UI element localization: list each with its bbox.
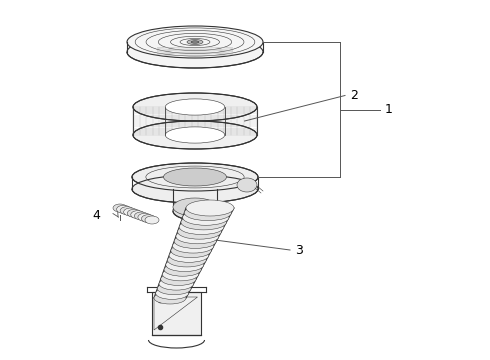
Text: 2: 2 [350,89,358,102]
Ellipse shape [191,41,199,43]
Ellipse shape [168,253,206,267]
Ellipse shape [131,211,145,219]
Ellipse shape [164,168,226,186]
Ellipse shape [186,200,234,216]
Ellipse shape [184,205,231,221]
Ellipse shape [157,282,191,295]
Ellipse shape [133,121,257,149]
Text: 3: 3 [295,243,303,256]
Ellipse shape [165,99,225,115]
Ellipse shape [132,163,258,191]
Ellipse shape [162,268,198,281]
Ellipse shape [177,224,221,239]
Ellipse shape [117,205,130,213]
Ellipse shape [127,36,263,68]
Ellipse shape [187,40,203,45]
Ellipse shape [173,202,217,220]
Ellipse shape [172,239,214,253]
Ellipse shape [113,204,127,212]
Ellipse shape [176,229,219,244]
Ellipse shape [142,215,155,223]
Ellipse shape [120,207,134,215]
Ellipse shape [132,175,258,203]
Text: 1: 1 [385,103,393,116]
Ellipse shape [166,258,204,271]
Ellipse shape [181,215,226,230]
Ellipse shape [174,234,216,248]
Ellipse shape [173,198,217,216]
Polygon shape [152,292,201,335]
Ellipse shape [161,273,196,285]
Ellipse shape [169,248,209,262]
Ellipse shape [183,210,229,225]
Ellipse shape [127,209,141,217]
Ellipse shape [123,208,138,216]
Ellipse shape [165,127,225,143]
Ellipse shape [134,212,148,220]
Ellipse shape [133,93,257,121]
Text: 4: 4 [92,208,100,221]
Ellipse shape [159,278,194,290]
Ellipse shape [179,219,224,234]
Ellipse shape [156,287,189,300]
Ellipse shape [127,26,263,58]
Ellipse shape [154,292,186,304]
Ellipse shape [138,213,152,221]
Ellipse shape [164,263,201,276]
Ellipse shape [171,244,211,258]
Ellipse shape [145,216,159,224]
Ellipse shape [237,178,257,192]
Ellipse shape [165,99,225,115]
